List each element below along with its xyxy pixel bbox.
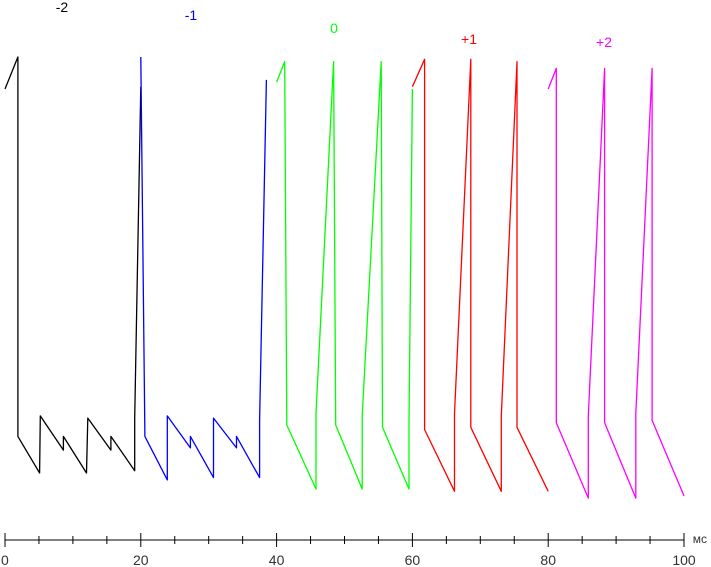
series-line-0 xyxy=(4,56,142,474)
x-tick-label: 100 xyxy=(672,552,696,567)
x-tick-label: 80 xyxy=(540,552,556,567)
plot-area xyxy=(4,56,685,499)
x-tick-label: 20 xyxy=(133,552,149,567)
x-tick-labels: 0 20 40 60 80 100 xyxy=(1,552,696,567)
series-line-1 xyxy=(140,56,268,481)
series-labels: -2 -1 0 +1 +2 xyxy=(56,0,612,50)
series-label-2: 0 xyxy=(330,20,338,36)
x-axis: 0 20 40 60 80 100 мс xyxy=(1,532,707,567)
x-tick-label: 40 xyxy=(269,552,285,567)
x-unit-label: мс xyxy=(693,532,707,546)
series-line-2 xyxy=(275,60,414,490)
series-line-3 xyxy=(411,58,549,492)
x-tick-label: 60 xyxy=(405,552,421,567)
series-label-4: +2 xyxy=(596,34,612,50)
series-label-0: -2 xyxy=(56,0,69,15)
series-label-3: +1 xyxy=(461,31,477,47)
series-label-1: -1 xyxy=(185,7,198,23)
x-tick-label: 0 xyxy=(1,552,9,567)
series-line-4 xyxy=(547,67,685,499)
x-ticks xyxy=(4,533,685,547)
